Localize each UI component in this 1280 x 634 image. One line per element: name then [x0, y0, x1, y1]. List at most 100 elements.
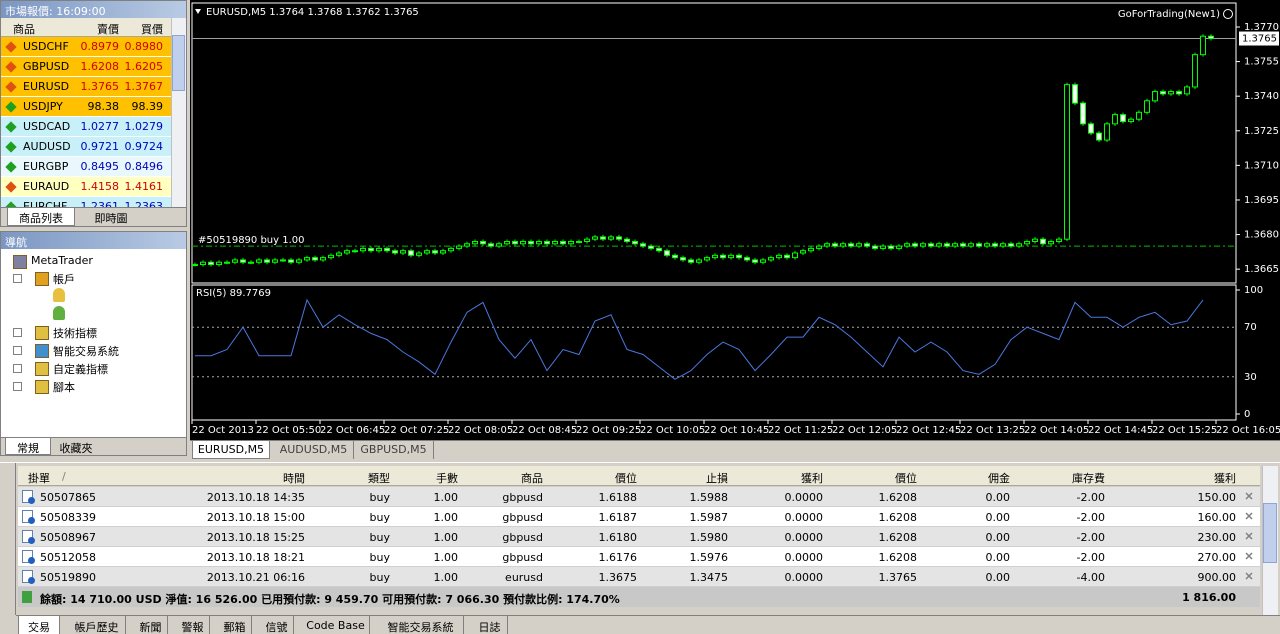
cell: 50508967: [40, 531, 96, 544]
candle: [664, 250, 670, 256]
terminal-tab[interactable]: 新聞: [134, 616, 168, 634]
column-header[interactable]: 手數: [436, 472, 458, 485]
close-cross[interactable]: [1244, 551, 1254, 561]
tree-item[interactable]: 帳戶: [53, 273, 75, 286]
chart-tab[interactable]: AUDUSD,M5: [274, 441, 354, 459]
order-icon-dot: [28, 577, 35, 584]
terminal-tab[interactable]: Code Base: [302, 616, 370, 634]
column-header[interactable]: 止損: [706, 472, 728, 485]
column-header[interactable]: 時間: [283, 472, 305, 485]
column-header[interactable]: 佣金: [988, 472, 1010, 485]
ask: 1.0279: [124, 120, 164, 133]
y-tick-label: 1.3770: [1244, 22, 1279, 33]
cell: gbpusd: [502, 511, 543, 524]
chart-tab[interactable]: EURUSD,M5: [192, 441, 270, 459]
candle: [776, 254, 782, 259]
cell: 50512058: [40, 551, 96, 564]
terminal-tab[interactable]: 警報: [176, 616, 210, 634]
cell: gbpusd: [502, 531, 543, 544]
candle: [496, 243, 502, 247]
quote-row[interactable]: USDJPY 98.38 98.39: [1, 97, 171, 117]
cell: 0.00: [985, 551, 1011, 564]
order-row[interactable]: 50519890 2013.10.21 06:16 buy 1.00 eurusd 1.3…: [18, 567, 1260, 587]
symbol: EURGBP: [23, 160, 69, 173]
bid: 98.38: [87, 100, 120, 113]
price-tag-label: 1.3765: [1242, 34, 1277, 45]
candle: [800, 250, 806, 254]
tree-item[interactable]: 自定義指標: [53, 363, 108, 376]
tree-item[interactable]: 技術指標: [53, 327, 97, 340]
close-cross[interactable]: [1244, 571, 1254, 581]
candle: [376, 247, 382, 252]
column-header[interactable]: 獲利: [1214, 472, 1236, 485]
tab[interactable]: 即時圖: [94, 212, 128, 225]
quote-row[interactable]: AUDUSD 0.9721 0.9724: [1, 137, 171, 157]
close-icon: [1244, 550, 1254, 562]
close-cross[interactable]: [1244, 491, 1254, 501]
header-cell: 賣價: [97, 23, 119, 36]
column-header[interactable]: 獲利: [801, 472, 823, 485]
bid: 0.9721: [80, 140, 120, 153]
order-row[interactable]: 50508339 2013.10.18 15:00 buy 1.00 gbpusd 1.6…: [18, 507, 1260, 527]
chart-tab[interactable]: GBPUSD,M5: [354, 441, 434, 459]
tree-item[interactable]: MetaTrader: [31, 254, 93, 267]
quote-row[interactable]: EURGBP 0.8495 0.8496: [1, 157, 171, 177]
cell: 1.3765: [878, 571, 918, 584]
ask: 0.8980: [124, 40, 164, 53]
column-header[interactable]: 商品: [521, 472, 543, 485]
account-icon: [53, 306, 65, 320]
triangle-icon: [195, 9, 201, 14]
terminal-tab[interactable]: 郵箱: [218, 616, 252, 634]
candle: [344, 250, 350, 254]
terminal-tab[interactable]: 交易: [18, 616, 60, 634]
close-cross[interactable]: [1244, 511, 1254, 521]
ask: 0.8496: [124, 160, 164, 173]
quote-row[interactable]: GBPUSD 1.6208 1.6205: [1, 57, 171, 77]
symbol-info: EURUSD,M5 1.3764 1.3768 1.3762 1.3765: [206, 7, 419, 18]
y-tick-label: 1.3725: [1244, 126, 1279, 137]
candle: [992, 243, 998, 247]
column-header[interactable]: 價位: [615, 472, 637, 485]
candle: [336, 252, 342, 256]
candle: [560, 240, 566, 245]
candle: [936, 243, 942, 247]
terminal-tab[interactable]: 日誌: [472, 616, 508, 634]
order-row[interactable]: 50508967 2013.10.18 15:25 buy 1.00 gbpusd 1.6…: [18, 527, 1260, 547]
candle: [848, 243, 854, 247]
candle: [1192, 54, 1198, 88]
y-tick-label: 1.3680: [1244, 230, 1279, 241]
order-row[interactable]: 50512058 2013.10.18 18:21 buy 1.00 gbpusd 1.6…: [18, 547, 1260, 567]
column-header[interactable]: 價位: [895, 472, 917, 485]
tree-item[interactable]: 智能交易系統: [53, 345, 119, 358]
column-header[interactable]: 掛單: [28, 472, 50, 485]
symbol: USDCAD: [23, 120, 71, 133]
column-header[interactable]: 庫存費: [1072, 472, 1105, 485]
candle: [768, 257, 774, 261]
quote-row[interactable]: EURAUD 1.4158 1.4161: [1, 177, 171, 197]
order-icon-dot: [28, 497, 35, 504]
tab[interactable]: 常規: [5, 438, 51, 455]
quote-row[interactable]: USDCHF 0.8979 0.8980: [1, 37, 171, 57]
tab[interactable]: 收藏夾: [59, 442, 93, 455]
tree-icon: [35, 344, 49, 358]
close-cross[interactable]: [1244, 531, 1254, 541]
candle: [304, 257, 310, 261]
order-row[interactable]: 50507865 2013.10.18 14:35 buy 1.00 gbpusd 1.6…: [18, 487, 1260, 507]
quote-row[interactable]: EURUSD 1.3765 1.3767: [1, 77, 171, 97]
tree-item[interactable]: 腳本: [53, 381, 75, 394]
cell: 1.5988: [689, 491, 729, 504]
terminal-tab[interactable]: 帳戶歷史: [68, 616, 126, 634]
trend-icon: [5, 41, 17, 53]
column-header[interactable]: 類型: [368, 472, 390, 485]
candle: [640, 243, 646, 247]
terminal-tab[interactable]: 智能交易系統: [378, 616, 464, 634]
x-tick-label: 22 Oct 05:50: [256, 425, 321, 436]
y-tick-label: 1.3740: [1244, 91, 1279, 102]
cell: 1.6176: [598, 551, 638, 564]
tab[interactable]: 商品列表: [7, 208, 75, 226]
terminal-tab[interactable]: 信號: [260, 616, 294, 634]
quote-row[interactable]: USDCAD 1.0277 1.0279: [1, 117, 171, 137]
cell: 1.6180: [598, 531, 638, 544]
candle: [616, 236, 622, 240]
candle: [464, 243, 470, 247]
